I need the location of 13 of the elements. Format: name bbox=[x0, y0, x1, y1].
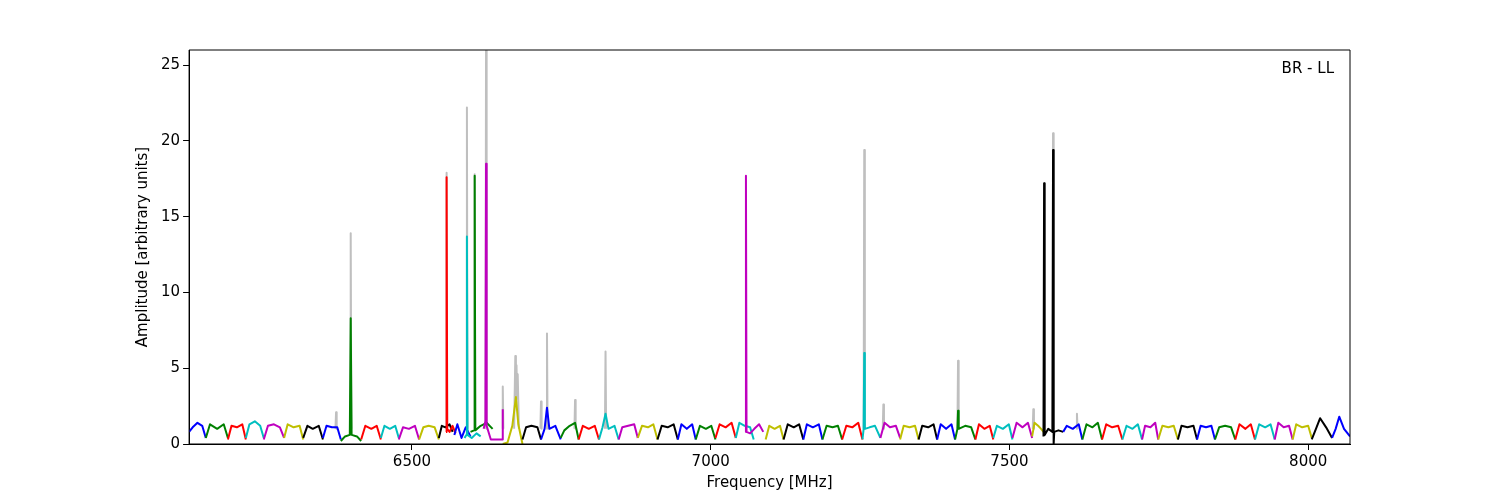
y-tick-label: 20 bbox=[160, 130, 181, 149]
x-tick-label: 7500 bbox=[990, 451, 1029, 470]
y-tick-label: 25 bbox=[160, 55, 181, 74]
y-axis-title: Amplitude [arbitrary units] bbox=[132, 146, 151, 348]
x-tick-label: 8000 bbox=[1289, 451, 1328, 470]
x-tick-label: 6500 bbox=[392, 451, 432, 470]
x-axis-title: Frequency [MHz] bbox=[706, 472, 833, 491]
y-tick-label: 5 bbox=[170, 358, 181, 377]
x-tick-label: 7000 bbox=[691, 451, 730, 470]
y-tick-label: 10 bbox=[160, 282, 181, 301]
y-tick-label: 0 bbox=[170, 433, 181, 452]
annotation: BR - LL bbox=[1281, 59, 1335, 78]
y-tick-label: 15 bbox=[160, 206, 181, 225]
